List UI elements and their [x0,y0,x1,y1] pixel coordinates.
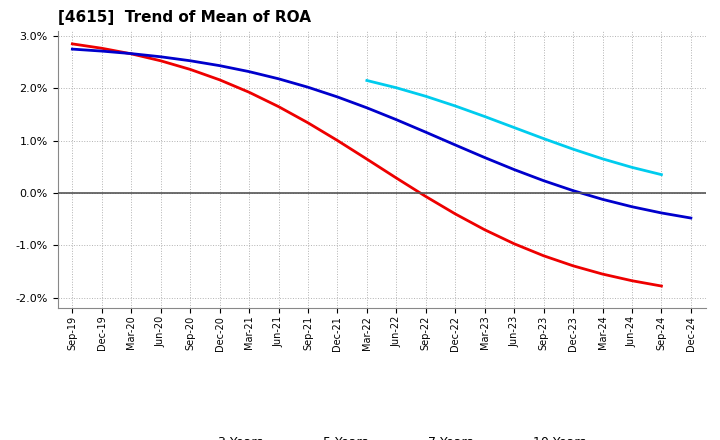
Line: 3 Years: 3 Years [72,44,662,286]
5 Years [363,105,372,110]
7 Years [657,172,666,177]
Legend: 3 Years, 5 Years, 7 Years, 10 Years: 3 Years, 5 Years, 7 Years, 10 Years [172,431,591,440]
3 Years [569,263,577,268]
5 Years [657,210,666,216]
5 Years [421,129,430,135]
Line: 5 Years: 5 Years [72,49,691,218]
3 Years [97,46,106,51]
7 Years [628,165,636,170]
5 Years [68,47,76,52]
5 Years [569,188,577,193]
5 Years [333,94,342,99]
5 Years [156,54,165,59]
5 Years [480,155,489,160]
5 Years [510,167,518,172]
7 Years [598,156,607,161]
3 Years [186,67,194,72]
3 Years [451,211,459,216]
7 Years [510,125,518,130]
7 Years [421,94,430,99]
3 Years [628,278,636,283]
3 Years [510,241,518,246]
5 Years [127,51,135,56]
3 Years [333,138,342,143]
7 Years [569,147,577,152]
3 Years [156,58,165,63]
Text: [4615]  Trend of Mean of ROA: [4615] Trend of Mean of ROA [58,11,310,26]
7 Years [451,103,459,109]
5 Years [274,76,283,81]
3 Years [598,271,607,277]
3 Years [274,104,283,109]
7 Years [539,136,548,141]
3 Years [304,120,312,125]
7 Years [363,78,372,83]
5 Years [451,142,459,147]
3 Years [539,253,548,258]
5 Years [215,63,224,68]
5 Years [97,48,106,54]
5 Years [628,204,636,209]
3 Years [127,51,135,56]
5 Years [392,117,400,122]
5 Years [304,84,312,90]
3 Years [421,194,430,199]
3 Years [215,77,224,82]
5 Years [186,58,194,63]
3 Years [245,90,253,95]
5 Years [245,69,253,74]
3 Years [657,283,666,289]
3 Years [480,227,489,232]
Line: 7 Years: 7 Years [367,81,662,175]
3 Years [68,41,76,47]
5 Years [598,197,607,202]
5 Years [687,216,696,221]
7 Years [392,85,400,90]
7 Years [480,114,489,119]
3 Years [392,176,400,181]
5 Years [539,178,548,183]
3 Years [363,157,372,162]
